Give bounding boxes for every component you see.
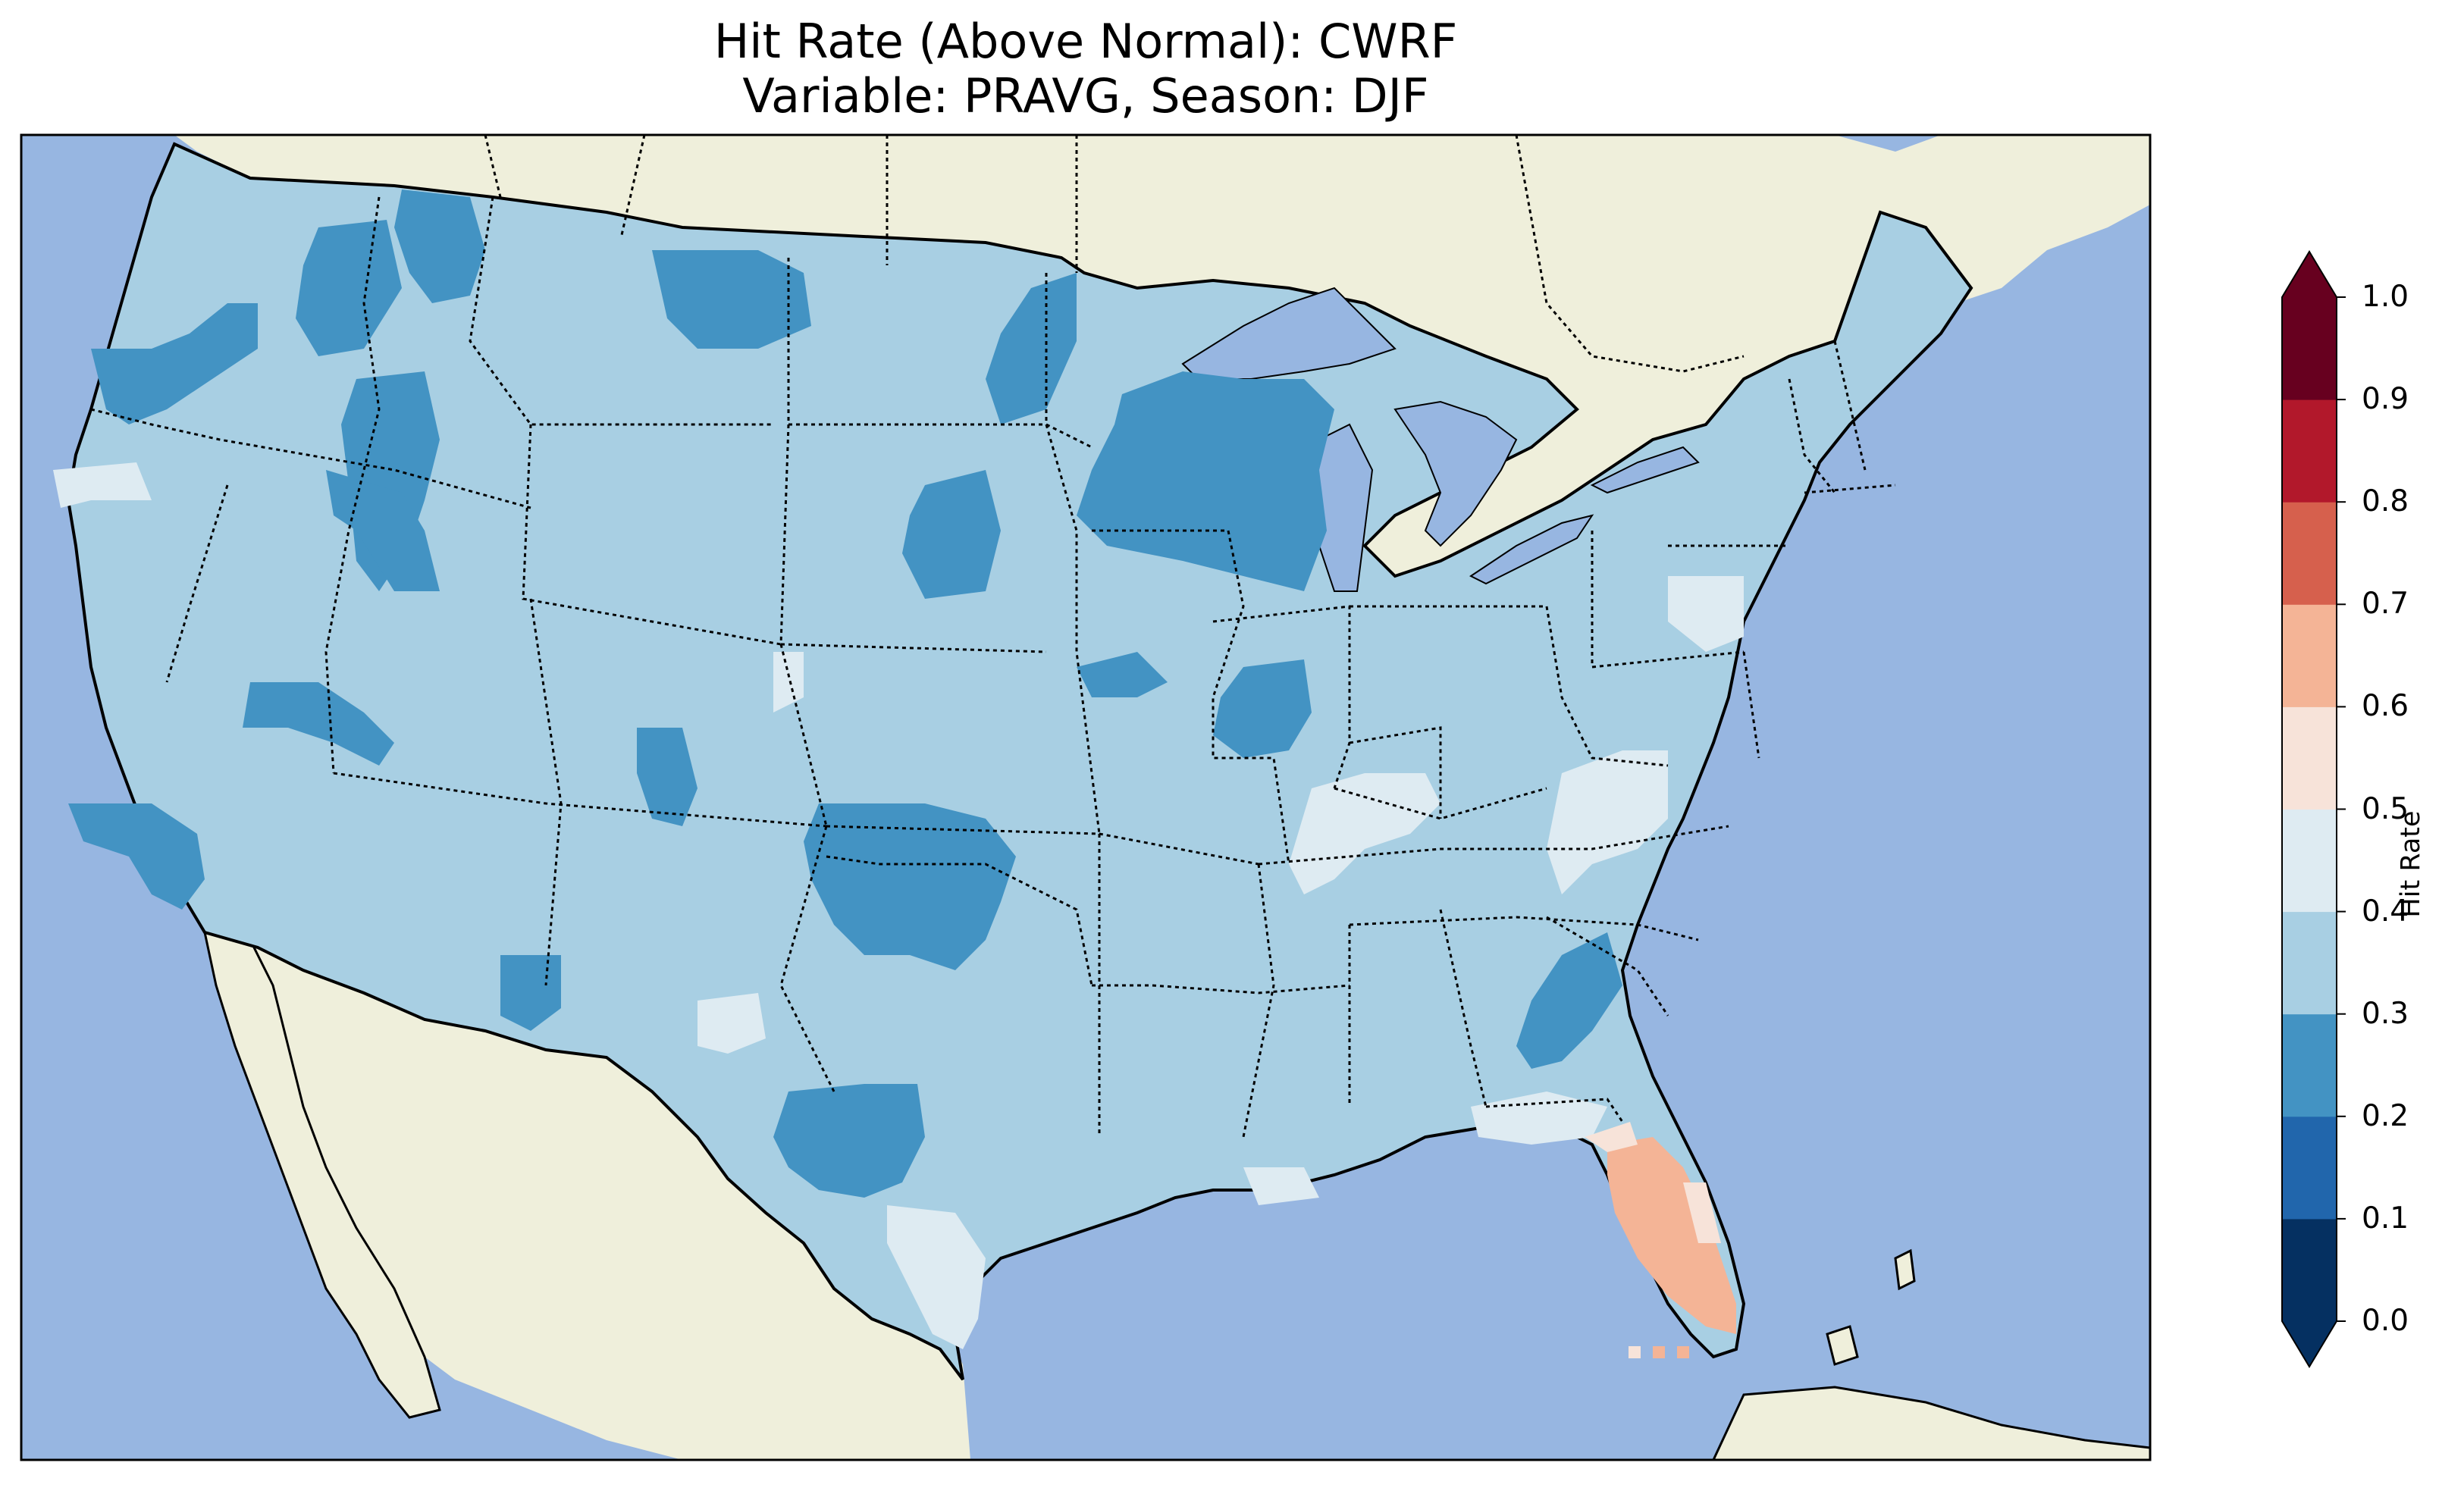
colorbar-tick-label: 0.0 bbox=[2362, 1304, 2409, 1338]
colorbar-tick-label: 0.9 bbox=[2362, 382, 2409, 417]
colorbar bbox=[2281, 250, 2346, 1368]
colorbar-bin-0.4-0.5 bbox=[2282, 809, 2337, 913]
colorbar-bin-0.7-0.8 bbox=[2282, 502, 2337, 605]
province-boundaries bbox=[484, 135, 1745, 373]
colorbar-tick-label: 0.2 bbox=[2362, 1098, 2409, 1133]
baja-land bbox=[203, 931, 441, 1419]
colorbar-bin-0.1-0.2 bbox=[2282, 1116, 2337, 1220]
canada-land bbox=[174, 135, 2150, 576]
colorbar-tick-label: 0.7 bbox=[2362, 587, 2409, 622]
colorbar-tick-label: 0.4 bbox=[2362, 894, 2409, 929]
bahamas-land bbox=[1826, 1248, 1916, 1366]
colorbar-extend-max bbox=[2282, 252, 2337, 297]
colorbar-tick-label: 0.3 bbox=[2362, 996, 2409, 1031]
colorbar-tick-label: 0.8 bbox=[2362, 484, 2409, 519]
hit-rate-0.2-0.3-regions bbox=[68, 189, 1622, 1198]
colorbar-tick-label: 1.0 bbox=[2362, 280, 2409, 314]
colorbar-bin-0.6-0.7 bbox=[2282, 604, 2337, 707]
great-lakes-water bbox=[1181, 287, 1700, 592]
colorbar-bin-0.3-0.4 bbox=[2282, 911, 2337, 1015]
colorbar-tick-label: 0.1 bbox=[2362, 1201, 2409, 1236]
state-boundaries bbox=[90, 196, 1896, 1138]
colorbar-tick-label: 0.6 bbox=[2362, 689, 2409, 724]
colorbar-bin-0.2-0.3 bbox=[2282, 1013, 2337, 1117]
colorbar-tick-label: 0.5 bbox=[2362, 791, 2409, 826]
colorbar-extend-min bbox=[2282, 1321, 2337, 1367]
colorbar-bin-0.8-0.9 bbox=[2282, 399, 2337, 503]
colorbar-bin-0.5-0.6 bbox=[2282, 706, 2337, 810]
cuba-land bbox=[1712, 1386, 2150, 1460]
map-frame bbox=[20, 133, 2152, 1461]
florida-keys-cells bbox=[1629, 1346, 1689, 1358]
hit-rate-0.6-0.7-florida bbox=[1607, 1137, 1736, 1334]
colorbar-bin-0.0-0.1 bbox=[2282, 1218, 2337, 1322]
map-subtitle: Variable: PRAVG, Season: DJF bbox=[742, 68, 1429, 124]
colorbar-bin-0.9-1.0 bbox=[2282, 297, 2337, 400]
colorbar-label: Hit Rate bbox=[2396, 810, 2426, 918]
map-title: Hit Rate (Above Normal): CWRF bbox=[713, 14, 1458, 69]
hit-rate-0.5-0.6-florida bbox=[1585, 1122, 1721, 1243]
hit-rate-0.4-0.5-regions bbox=[53, 462, 1744, 1349]
